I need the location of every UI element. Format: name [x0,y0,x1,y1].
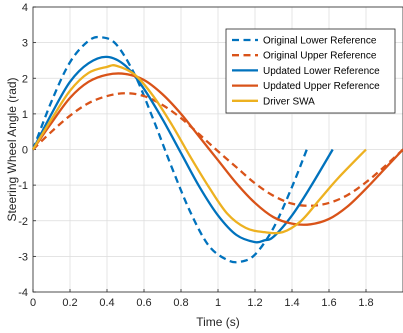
x-tick-label-8: 1.6 [321,297,336,309]
y-tick-label-5: 1 [22,109,28,121]
x-tick-label-1: 0.2 [62,297,77,309]
series-lines [31,35,403,264]
legend-label-4: Driver SWA [263,96,315,107]
y-tick-label-0: -4 [18,287,28,299]
y-axis-ticks: -4 -3 -2 -1 0 1 2 3 4 [18,2,36,299]
legend-label-1: Original Upper Reference [263,51,377,62]
x-axis-ticks: 0 0.2 0.4 0.6 0.8 1 1.2 1.4 1.6 1.8 [30,289,374,309]
y-axis-label: Steering Wheel Angle (rad) [5,77,19,221]
series-line-3 [32,72,403,226]
legend-label-2: Updated Lower Reference [263,66,380,77]
x-tick-label-7: 1.4 [284,297,299,309]
series-line-4 [32,64,367,235]
series-line-2 [31,55,334,244]
x-tick-label-6: 1.2 [247,297,262,309]
y-tick-label-7: 3 [22,38,28,50]
y-tick-label-6: 2 [22,73,28,85]
y-tick-label-3: -1 [18,180,28,192]
x-tick-label-0: 0 [30,297,36,309]
x-tick-label-5: 1 [215,297,221,309]
legend-label-3: Updated Upper Reference [263,81,380,92]
y-tick-label-8: 4 [22,2,28,14]
x-tick-label-9: 1.8 [358,297,373,309]
legend: Original Lower Reference Original Upper R… [225,28,396,114]
x-tick-label-4: 0.8 [173,297,188,309]
y-tick-label-1: -3 [18,251,28,263]
series-line-1 [32,92,403,207]
legend-label-0: Original Lower Reference [263,36,377,47]
y-tick-label-4: 0 [22,145,28,157]
y-tick-label-2: -2 [18,216,28,228]
series-line-0 [31,35,308,264]
x-axis-label: Time (s) [196,315,240,329]
x-tick-label-3: 0.6 [136,297,151,309]
x-tick-label-2: 0.4 [99,297,114,309]
